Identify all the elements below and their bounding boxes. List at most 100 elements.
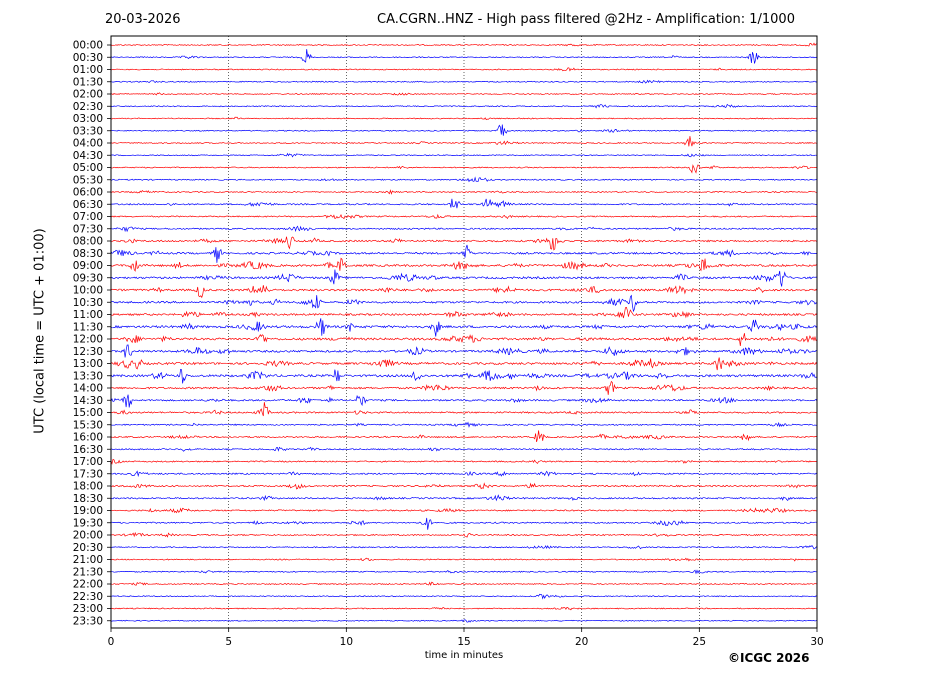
y-tick-label: 09:00 [73,260,103,272]
y-tick-label: 05:30 [73,174,103,186]
y-tick-label: 20:30 [73,542,103,554]
y-tick-label: 23:30 [73,615,103,627]
trace-1730 [110,470,818,478]
trace-2000 [110,531,818,538]
x-tick-label: 25 [693,636,706,648]
trace-0100 [110,67,818,72]
trace-0800 [110,236,817,251]
y-tick-label: 21:00 [73,554,103,566]
trace-1530 [110,421,818,428]
trace-0300 [110,116,818,121]
y-tick-label: 11:30 [73,321,103,333]
y-tick-label: 02:00 [73,89,103,101]
y-tick-label: 18:00 [73,481,103,493]
x-tick-label: 10 [340,636,353,648]
trace-1000 [110,285,818,299]
y-tick-label: 14:30 [73,395,103,407]
y-tick-label: 17:00 [73,456,103,468]
y-tick-label: 04:00 [73,138,103,150]
trace-1830 [110,494,818,502]
y-tick-label: 00:00 [73,40,103,52]
trace-2100 [110,557,818,562]
y-tick-label: 04:30 [73,150,103,162]
trace-1300 [110,357,818,371]
x-tick-label: 0 [108,636,115,648]
trace-1700 [110,458,818,465]
y-tick-label: 00:30 [73,52,103,64]
trace-1330 [110,368,818,384]
y-tick-label: 21:30 [73,566,103,578]
x-tick-label: 20 [575,636,588,648]
trace-2230 [110,593,818,600]
trace-1600 [110,430,818,442]
trace-0530 [111,176,818,183]
y-tick-label: 12:00 [73,334,103,346]
y-tick-label: 20:00 [73,530,103,542]
trace-0400 [110,136,818,147]
y-tick-label: 19:00 [73,505,103,517]
plot-frame [110,35,818,629]
chart-title: CA.CGRN..HNZ - High pass filtered @2Hz -… [377,12,795,27]
y-tick-label: 23:00 [73,603,103,615]
trace-0900 [110,257,818,272]
trace-1100 [110,306,818,319]
trace-1930 [110,517,818,530]
y-tick-label: 01:30 [73,76,103,88]
y-tick-label: 13:00 [73,358,103,370]
trace-2330 [110,619,818,623]
y-tick-label: 03:30 [73,125,103,137]
y-tick-label: 01:00 [73,64,103,76]
y-tick-label: 07:00 [73,211,103,223]
y-tick-label: 06:00 [73,187,103,199]
copyright-text: ©ICGC 2026 [728,651,810,665]
trace-0500 [111,164,817,174]
trace-2130 [110,569,818,575]
trace-1200 [110,333,818,347]
trace-0730 [110,225,818,233]
y-tick-label: 09:30 [73,272,103,284]
trace-0700 [110,213,818,220]
y-tick-label: 16:00 [73,432,103,444]
trace-1400 [110,380,818,395]
y-tick-label: 14:00 [73,383,103,395]
y-tick-label: 03:00 [73,113,103,125]
trace-1430 [110,394,818,408]
y-tick-label: 05:00 [73,162,103,174]
trace-0000 [110,42,818,47]
trace-1630 [110,446,818,452]
y-tick-label: 06:30 [73,199,103,211]
trace-0830 [110,244,818,263]
trace-2030 [110,544,818,550]
trace-0330 [110,124,818,136]
trace-1900 [110,507,818,514]
trace-0230 [110,103,818,109]
y-tick-label: 22:30 [73,591,103,603]
trace-0930 [110,269,818,287]
y-tick-label: 10:30 [73,297,103,309]
trace-1500 [110,402,818,417]
trace-0600 [110,189,818,195]
y-tick-label: 17:30 [73,468,103,480]
y-tick-label: 12:30 [73,346,103,358]
y-tick-label: 22:00 [73,579,103,591]
y-tick-label: 02:30 [73,101,103,113]
y-tick-label: 11:00 [73,309,103,321]
trace-0130 [111,79,818,84]
x-tick-label: 15 [457,636,470,648]
trace-1800 [111,482,818,490]
y-tick-label: 08:30 [73,248,103,260]
y-tick-label: 07:30 [73,223,103,235]
trace-1130 [110,318,818,337]
y-tick-label: 19:30 [73,517,103,529]
y-tick-label: 13:30 [73,370,103,382]
trace-0630 [110,198,818,209]
y-tick-label: 15:00 [73,407,103,419]
y-tick-label: 15:30 [73,419,103,431]
chart-date: 20-03-2026 [105,12,181,27]
x-tick-label: 30 [810,636,823,648]
x-axis-label: time in minutes [424,650,504,661]
x-tick-label: 5 [225,636,232,648]
trace-0200 [110,92,818,96]
y-tick-label: 18:30 [73,493,103,505]
